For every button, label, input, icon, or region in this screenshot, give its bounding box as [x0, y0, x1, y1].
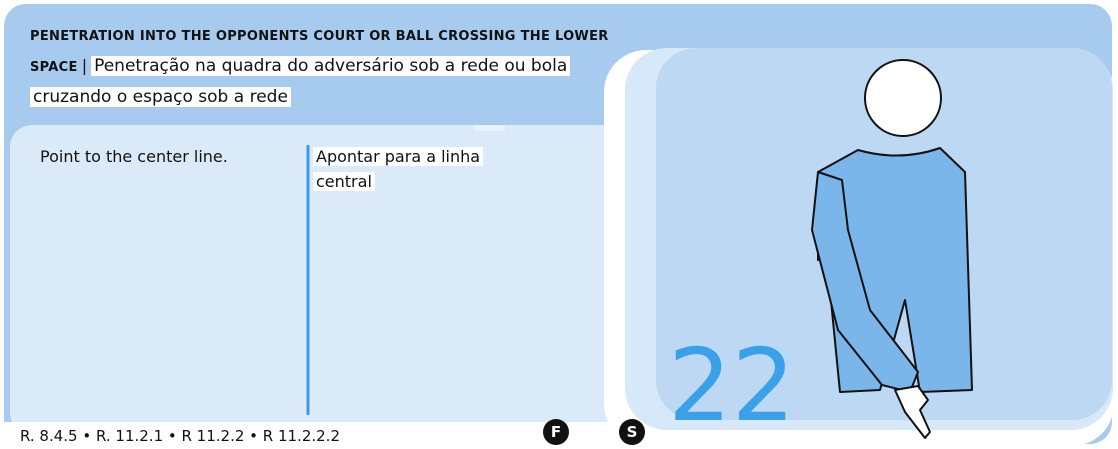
description-en: Point to the center line. — [40, 144, 240, 169]
badge-label: S — [627, 423, 638, 441]
signal-number: 22 — [668, 327, 795, 444]
header: PENETRATION INTO THE OPPONENTS COURT OR … — [30, 20, 1090, 138]
badge-s: S — [619, 419, 645, 445]
title-pt: Penetração na quadra do adversário sob a… — [30, 56, 570, 107]
badge-label: F — [551, 423, 561, 441]
page: 22 F S PENETRATION INTO THE OPPONENTS CO… — [0, 0, 1118, 449]
separator: | — [82, 56, 87, 75]
description-pt: Apontar para a linha central — [313, 147, 483, 191]
rules: R. 8.4.5 • R. 11.2.1 • R 11.2.2 • R 11.2… — [20, 427, 340, 445]
description-pt-box: Apontar para a linha central — [313, 144, 483, 194]
badge-f: F — [543, 419, 569, 445]
